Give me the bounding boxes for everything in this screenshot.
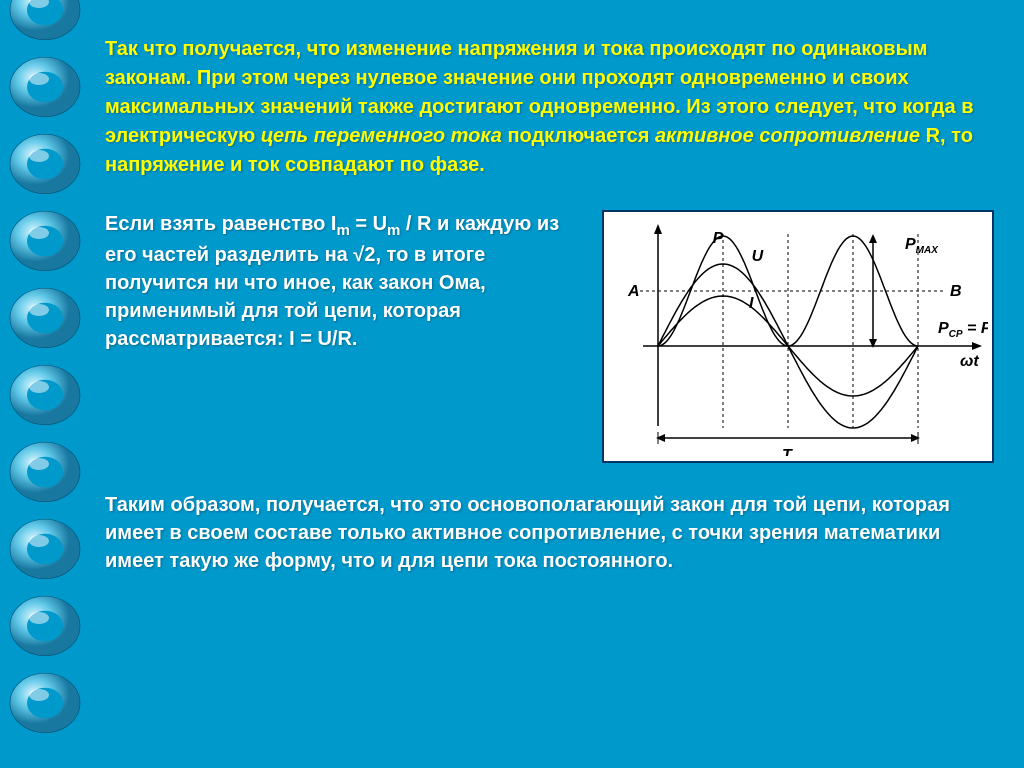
svg-text:PCP = P: PCP = P <box>938 320 988 340</box>
spiral-decoration <box>0 0 90 768</box>
paragraph-3: Таким образом, получается, что это основ… <box>105 491 994 575</box>
svg-text:PMAX: PMAX <box>905 236 939 256</box>
waveform-chart: P U I A B PMAX PCP = P ωt T <box>602 210 994 463</box>
svg-text:B: B <box>950 283 962 300</box>
svg-text:I: I <box>749 295 754 312</box>
svg-text:U: U <box>752 248 764 265</box>
paragraph-2: Если взять равенство Im = Um / R и кажду… <box>105 210 584 353</box>
svg-text:A: A <box>627 283 640 300</box>
svg-text:P: P <box>713 230 724 247</box>
svg-text:T: T <box>782 447 793 456</box>
svg-text:ωt: ωt <box>960 353 979 370</box>
paragraph-1: Так что получается, что изменение напряж… <box>105 35 994 180</box>
